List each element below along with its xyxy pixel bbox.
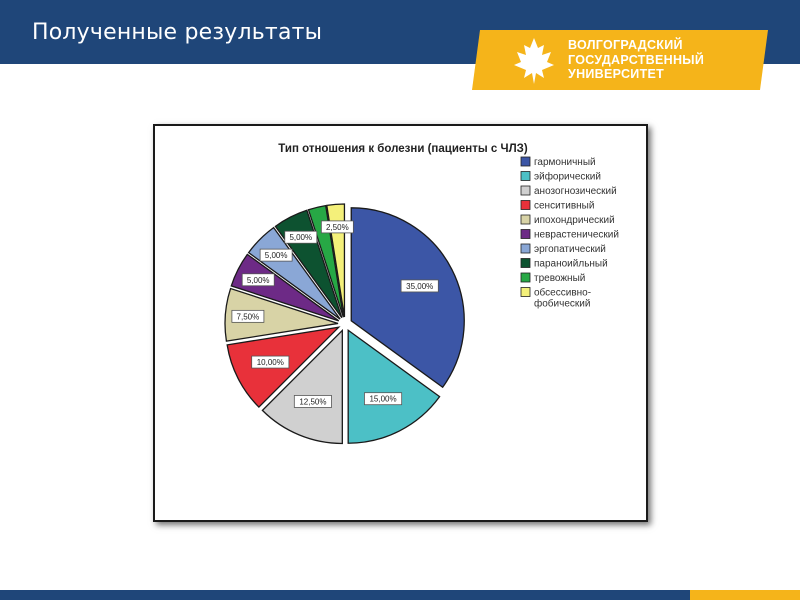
pie-slice	[350, 207, 465, 389]
legend-swatch	[520, 272, 531, 283]
svg-text:5,00%: 5,00%	[247, 276, 270, 285]
footer-bar	[0, 590, 800, 600]
pie-slice	[261, 328, 343, 445]
maple-leaf-icon	[514, 38, 554, 84]
legend-label: эйфорический	[534, 171, 601, 183]
legend-label: гармоничный	[534, 157, 596, 168]
legend-item: эйфорический	[520, 171, 601, 183]
university-logo: ВОЛГОГРАДСКИЙ ГОСУДАРСТВЕННЫЙ УНИВЕРСИТЕ…	[472, 30, 768, 90]
legend-label: обсессивно-	[534, 287, 591, 299]
legend-label: параноийльный	[534, 259, 608, 270]
legend-swatch	[520, 185, 531, 196]
legend-item: неврастенический	[520, 229, 619, 241]
pie-slice	[224, 287, 339, 342]
data-label: 7,50%	[231, 309, 265, 323]
legend-swatch	[520, 229, 531, 239]
svg-text:2,50%: 2,50%	[326, 223, 349, 232]
chart-title: Тип отношения к болезни (пациенты с ЧЛЗ)	[278, 143, 528, 155]
pie-chart: Тип отношения к болезни (пациенты с ЧЛЗ)…	[224, 143, 619, 445]
legend-swatch	[520, 171, 531, 181]
chart-panel: Тип отношения к болезни (пациенты с ЧЛЗ)…	[153, 124, 648, 522]
logo-line: ВОЛГОГРАДСКИЙ	[568, 38, 683, 52]
page-title: Полученные результаты	[32, 20, 323, 45]
footer-accent	[690, 590, 800, 600]
legend-item: гармоничный	[520, 156, 596, 168]
legend-swatch	[520, 200, 531, 210]
logo-line: УНИВЕРСИТЕТ	[568, 67, 665, 81]
data-label: 15,00%	[364, 392, 403, 406]
logo-badge	[472, 30, 768, 90]
legend-label: анозогнозический	[534, 186, 617, 197]
data-label: 12,50%	[293, 395, 332, 408]
svg-text:35,00%: 35,00%	[406, 282, 433, 291]
logo-line: ГОСУДАРСТВЕННЫЙ	[568, 52, 705, 67]
legend-label: тревожный	[534, 273, 585, 284]
legend-label: неврастенический	[534, 230, 619, 241]
svg-text:5,00%: 5,00%	[265, 251, 288, 260]
legend-item: тревожный	[520, 272, 585, 284]
svg-text:10,00%: 10,00%	[257, 358, 284, 367]
legend-label: фобический	[534, 298, 590, 310]
data-label: 5,00%	[284, 230, 318, 244]
legend-item: параноийльный	[520, 258, 608, 270]
legend-item: ипохондрический	[520, 214, 615, 226]
pie-slice	[347, 328, 441, 444]
data-label: 5,00%	[259, 248, 293, 262]
data-label: 10,00%	[251, 355, 290, 369]
legend-item: сенситивный	[520, 200, 594, 212]
legend-swatch	[520, 287, 531, 297]
svg-text:15,00%: 15,00%	[369, 395, 396, 404]
data-label: 5,00%	[241, 273, 275, 287]
legend-label: ипохондрический	[534, 215, 615, 226]
svg-text:12,50%: 12,50%	[299, 397, 326, 406]
legend-item: эргопатический	[520, 243, 606, 255]
data-label: 35,00%	[400, 279, 439, 293]
legend-label: эргопатический	[534, 244, 606, 255]
legend-swatch	[520, 214, 531, 225]
logo-text: ВОЛГОГРАДСКИЙ ГОСУДАРСТВЕННЫЙ УНИВЕРСИТЕ…	[568, 38, 704, 82]
pie-slice	[230, 253, 340, 322]
legend-swatch	[520, 156, 531, 167]
legend-swatch	[520, 243, 531, 254]
data-label: 2,50%	[320, 220, 354, 234]
legend-item: анозогнозический	[520, 185, 617, 197]
legend-label: сенситивный	[534, 201, 594, 212]
legend-swatch	[520, 258, 531, 268]
svg-text:7,50%: 7,50%	[237, 312, 260, 321]
svg-text:5,00%: 5,00%	[289, 233, 312, 242]
legend-item: обсессивно-фобический	[520, 287, 591, 310]
